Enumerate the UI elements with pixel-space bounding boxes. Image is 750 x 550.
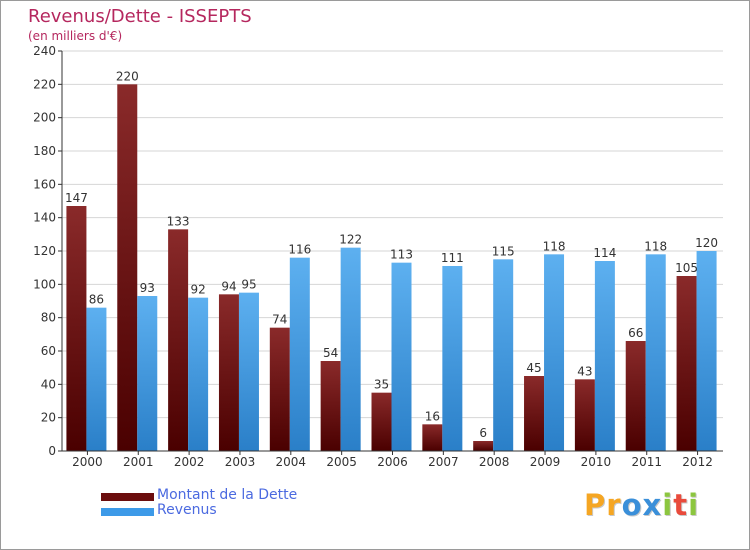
y-tick-label: 160	[33, 177, 56, 191]
bar-debt	[625, 341, 646, 451]
data-label-debt: 74	[272, 313, 287, 327]
data-label-revenue: 115	[492, 244, 515, 258]
bar-debt	[371, 392, 392, 451]
y-tick-label: 40	[41, 377, 56, 391]
bar-debt	[524, 376, 545, 451]
data-label-revenue: 114	[593, 246, 616, 260]
bar-revenue	[544, 254, 565, 451]
chart-subtitle: (en milliers d'€)	[28, 29, 123, 43]
data-label-debt: 6	[479, 426, 487, 440]
y-tick-label: 100	[33, 277, 56, 291]
y-tick-label: 200	[33, 111, 56, 125]
x-tick-label: 2010	[581, 455, 612, 469]
y-tick-label: 220	[33, 77, 56, 91]
data-label-revenue: 120	[695, 236, 718, 250]
x-tick-label: 2006	[377, 455, 408, 469]
x-tick-label: 2002	[174, 455, 205, 469]
data-label-revenue: 118	[543, 239, 566, 253]
x-tick-label: 2012	[682, 455, 713, 469]
bar-debt	[473, 441, 494, 451]
legend-swatch-debt	[101, 493, 154, 501]
logo-letter: i	[688, 488, 700, 522]
data-label-debt: 105	[675, 261, 698, 275]
x-tick-label: 2000	[72, 455, 103, 469]
y-tick-label: 180	[33, 144, 56, 158]
data-label-revenue: 86	[89, 293, 104, 307]
bar-revenue	[137, 296, 158, 451]
logo-letter: i	[662, 488, 674, 522]
data-label-revenue: 92	[190, 283, 205, 297]
x-tick-label: 2007	[428, 455, 459, 469]
bars	[66, 84, 717, 451]
data-label-debt: 35	[374, 378, 389, 392]
x-tick-label: 2003	[225, 455, 256, 469]
data-label-revenue: 93	[140, 281, 155, 295]
bar-revenue	[493, 259, 514, 451]
x-tick-label: 2001	[123, 455, 154, 469]
logo-letter: P	[584, 488, 607, 522]
bar-debt	[66, 206, 87, 451]
bar-revenue	[696, 251, 717, 451]
bar-revenue	[86, 307, 107, 451]
legend-label-debt: Montant de la Dette	[157, 487, 298, 503]
data-label-revenue: 95	[241, 278, 256, 292]
data-label-revenue: 113	[390, 248, 413, 262]
bar-debt	[218, 294, 239, 451]
data-label-debt: 16	[425, 409, 440, 423]
data-labels: 147 86 220 93 133 92 94 95 74 116 54 122 35 113 16 111 6…	[65, 69, 718, 440]
data-label-debt: 54	[323, 346, 338, 360]
bar-debt	[676, 276, 697, 451]
logo-letter: o	[621, 488, 643, 522]
y-tick-label: 60	[41, 344, 56, 358]
y-tick-label: 20	[41, 411, 56, 425]
data-label-revenue: 116	[288, 243, 311, 257]
data-label-revenue: 118	[644, 239, 667, 253]
bar-revenue	[645, 254, 666, 451]
bar-revenue	[594, 261, 615, 451]
bar-revenue	[238, 292, 259, 451]
bar-debt	[168, 229, 189, 451]
legend-label-revenue: Revenus	[157, 502, 217, 518]
bar-revenue	[289, 257, 310, 451]
data-label-debt: 133	[167, 214, 190, 228]
data-label-debt: 43	[577, 364, 592, 378]
bar-debt	[574, 379, 595, 451]
y-axis-ticks: 0 20 40 60 80 100 120 140 160 180 200 220 240	[33, 44, 62, 458]
logo-letter: r	[606, 488, 622, 522]
x-axis-ticks: 2000 2001 2002 2003 2004 2005 2006 2007 2008 2009…	[72, 451, 713, 469]
data-label-debt: 66	[628, 326, 643, 340]
y-tick-label: 0	[48, 444, 56, 458]
bar-revenue	[188, 297, 209, 451]
proxiti-logo: Proxiti	[584, 488, 699, 522]
logo-letter: x	[642, 488, 663, 522]
data-label-debt: 147	[65, 191, 88, 205]
bar-debt	[269, 327, 290, 451]
data-label-revenue: 111	[441, 251, 464, 265]
x-tick-label: 2011	[631, 455, 662, 469]
bar-revenue	[340, 247, 361, 451]
bar-debt	[422, 424, 443, 451]
data-label-debt: 45	[526, 361, 541, 375]
logo-letter: t	[673, 488, 689, 522]
y-tick-label: 120	[33, 244, 56, 258]
bar-revenue	[442, 266, 463, 451]
x-tick-label: 2005	[326, 455, 357, 469]
y-tick-label: 240	[33, 44, 56, 58]
bar-debt	[117, 84, 138, 451]
data-label-debt: 220	[116, 69, 139, 83]
x-tick-label: 2008	[479, 455, 510, 469]
data-label-debt: 94	[221, 279, 236, 293]
data-label-revenue: 122	[339, 233, 362, 247]
x-tick-label: 2004	[276, 455, 307, 469]
y-tick-label: 140	[33, 211, 56, 225]
bar-debt	[320, 361, 341, 451]
chart-title: Revenus/Dette - ISSEPTS	[28, 6, 252, 27]
legend-swatch-revenue	[101, 508, 154, 516]
y-tick-label: 80	[41, 311, 56, 325]
x-tick-label: 2009	[530, 455, 561, 469]
bar-revenue	[391, 262, 412, 451]
